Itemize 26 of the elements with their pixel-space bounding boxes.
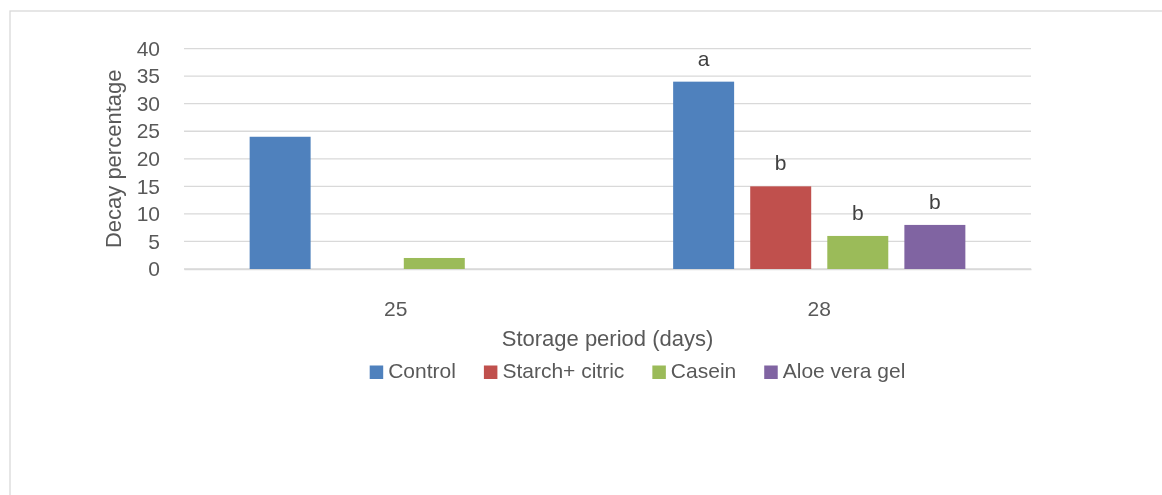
bar <box>750 186 812 269</box>
data-label: a <box>697 46 710 70</box>
data-label: b <box>774 151 787 175</box>
y-tick-label: 35 <box>136 64 160 88</box>
legend-label: Control <box>388 359 456 382</box>
x-axis-title: Storage period (days) <box>501 326 714 351</box>
legend-label: Aloe vera gel <box>782 359 906 382</box>
bar <box>827 235 889 269</box>
legend-label: Starch+ citric <box>502 359 625 382</box>
bar <box>673 81 735 269</box>
data-label: b <box>929 189 941 213</box>
y-tick-label: 25 <box>136 119 160 143</box>
bar <box>904 224 966 269</box>
legend-label: Casein <box>670 359 737 382</box>
y-tick-label: 20 <box>136 147 160 171</box>
y-tick-label: 0 <box>148 257 160 281</box>
y-axis-title: Decay percentage <box>100 69 126 249</box>
y-tick-label: 30 <box>136 91 160 115</box>
y-tick-label: 10 <box>136 202 160 226</box>
y-tick-label: 5 <box>148 229 160 253</box>
data-label: b <box>851 200 864 224</box>
x-tick-label: 28 <box>807 296 831 320</box>
y-tick-label: 40 <box>136 36 160 60</box>
bar <box>403 257 465 269</box>
y-tick-label: 15 <box>136 174 160 198</box>
bar <box>249 136 311 269</box>
